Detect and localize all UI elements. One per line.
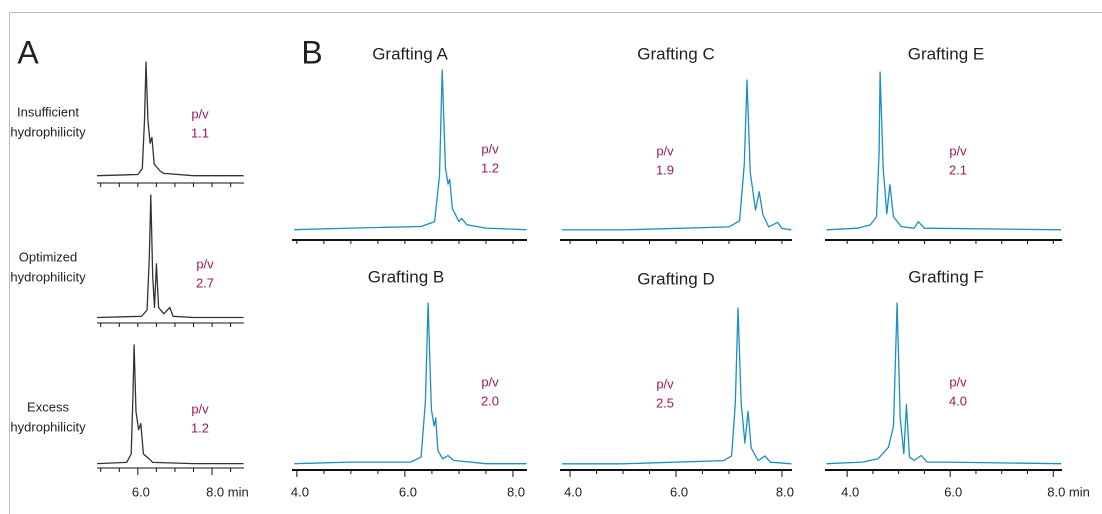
chart-title: Grafting D: [637, 269, 714, 288]
x-tick-label: 6.0: [399, 484, 417, 499]
annotation: p/v: [481, 374, 499, 389]
side-label: hydrophilicity: [10, 124, 86, 139]
chart-title: Grafting A: [372, 44, 448, 63]
frame: [9, 12, 1102, 514]
chart-title: Grafting C: [637, 44, 714, 63]
x-tick-label: 4.0: [564, 484, 582, 499]
annotation: 4.0: [949, 393, 967, 408]
annotation: p/v: [656, 376, 674, 391]
trace: [562, 79, 792, 231]
trace: [96, 194, 244, 319]
annotation: 2.1: [949, 162, 967, 177]
x-tick-label: 6.0: [132, 484, 150, 499]
x-tick-label: 8.0 min: [1047, 484, 1090, 499]
annotation: 2.7: [196, 275, 214, 290]
side-label: hydrophilicity: [10, 269, 86, 284]
trace: [294, 69, 527, 231]
side-label: Excess: [27, 399, 69, 414]
trace: [826, 71, 1062, 231]
x-tick-label: 8.0 min: [206, 484, 249, 499]
trace: [96, 61, 244, 177]
annotation: p/v: [656, 143, 674, 158]
x-tick-label: 4.0: [291, 484, 309, 499]
annotation: p/v: [191, 106, 209, 121]
annotation: p/v: [191, 401, 209, 416]
x-tick-label: 6.0: [670, 484, 688, 499]
x-tick-label: 6.0: [944, 484, 962, 499]
annotation: p/v: [196, 256, 214, 271]
side-label: Optimized: [19, 249, 78, 264]
x-tick-label: 8.0: [776, 484, 794, 499]
annotation: 1.2: [481, 160, 499, 175]
annotation: p/v: [481, 141, 499, 156]
annotation: 1.2: [191, 420, 209, 435]
trace: [96, 344, 244, 465]
panel-label: B: [301, 34, 322, 70]
annotation: p/v: [949, 143, 967, 158]
trace: [562, 307, 792, 465]
annotation: 1.1: [191, 125, 209, 140]
annotation: 2.0: [481, 393, 499, 408]
side-label: hydrophilicity: [10, 419, 86, 434]
trace: [294, 302, 527, 465]
trace: [826, 302, 1062, 465]
annotation: 1.9: [656, 162, 674, 177]
chart-title: Grafting B: [368, 267, 445, 286]
side-label: Insufficient: [17, 104, 79, 119]
x-tick-label: 4.0: [841, 484, 859, 499]
annotation: 2.5: [656, 395, 674, 410]
panel-label: A: [17, 34, 39, 70]
x-tick-label: 8.0: [507, 484, 525, 499]
chart-title: Grafting F: [908, 267, 984, 286]
annotation: p/v: [949, 374, 967, 389]
chart-title: Grafting E: [908, 44, 985, 63]
